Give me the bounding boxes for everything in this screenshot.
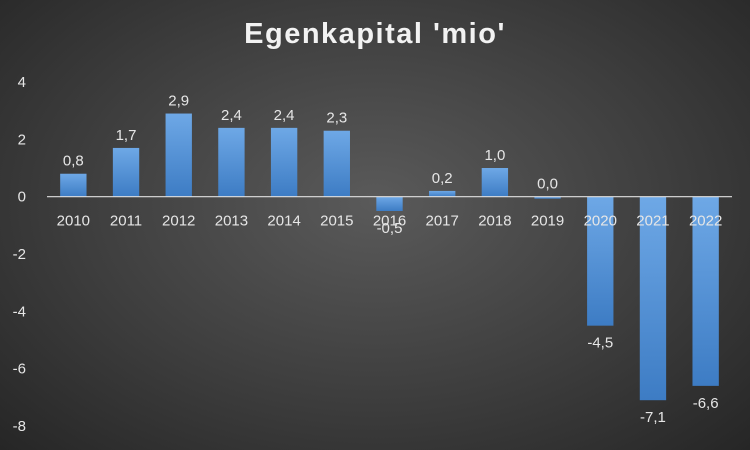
x-tick-label: 2014 <box>267 213 300 230</box>
bar-2020 <box>587 196 614 326</box>
data-label: 0,8 <box>63 153 84 170</box>
x-tick-label: 2013 <box>215 213 248 230</box>
bar-2018 <box>481 168 509 197</box>
bars-group <box>60 113 719 401</box>
y-tick-label: 0 <box>18 189 26 206</box>
data-label: 0,0 <box>537 176 558 193</box>
data-label: 2,4 <box>221 107 242 124</box>
y-tick-label: -4 <box>13 303 26 320</box>
y-tick-label: -2 <box>13 246 26 263</box>
data-label: 2,3 <box>326 110 347 127</box>
bar-2021 <box>639 196 667 401</box>
chart-title: Egenkapital 'mio' <box>244 18 506 50</box>
bar-2010 <box>60 173 87 197</box>
x-tick-label: 2015 <box>320 213 353 230</box>
x-tick-label: 2011 <box>110 213 142 230</box>
data-label: -0,5 <box>377 220 403 237</box>
y-tick-label: 4 <box>18 74 26 91</box>
x-tick-label: 2010 <box>57 213 90 230</box>
data-label: -7,1 <box>640 409 666 426</box>
x-tick-label: 2022 <box>689 213 722 230</box>
data-label: -6,6 <box>693 395 719 412</box>
bar-2016 <box>376 196 403 211</box>
bar-2013 <box>218 127 245 197</box>
x-tick-label: 2016 <box>373 213 406 230</box>
data-label: 0,2 <box>432 170 453 187</box>
data-label: 1,7 <box>116 127 137 144</box>
data-label: 2,9 <box>168 93 189 110</box>
bar-2014 <box>270 127 298 197</box>
data-labels: 0,8 1,7 2,9 2,4 2,4 2,3 -0,5 0,2 1,0 0,0 -4,5 -7,1 -… <box>63 93 719 427</box>
y-tick-label: 2 <box>18 131 26 148</box>
data-label: -4,5 <box>587 335 613 352</box>
bar-2022 <box>692 196 719 386</box>
x-tick-label: 2019 <box>531 213 564 230</box>
bar-2012 <box>165 113 192 197</box>
x-tick-label: 2020 <box>584 213 617 230</box>
bar-2019 <box>534 196 561 199</box>
data-label: 2,4 <box>274 107 295 124</box>
y-tick-label: -8 <box>13 418 26 435</box>
bar-2017 <box>429 190 456 197</box>
x-tick-label: 2018 <box>478 213 511 230</box>
data-label: 1,0 <box>484 147 505 164</box>
x-axis-labels: 2010 2011 2012 2013 2014 2015 2016 2017 2018 2019… <box>57 213 723 230</box>
bar-2011 <box>112 147 140 197</box>
y-tick-label: -6 <box>13 361 26 378</box>
x-tick-label: 2021 <box>636 213 669 230</box>
x-tick-label: 2017 <box>426 213 459 230</box>
bar-2015 <box>323 130 350 197</box>
y-axis-ticks: 4 2 0 -2 -4 -6 -8 <box>13 74 26 435</box>
x-tick-label: 2012 <box>162 213 195 230</box>
